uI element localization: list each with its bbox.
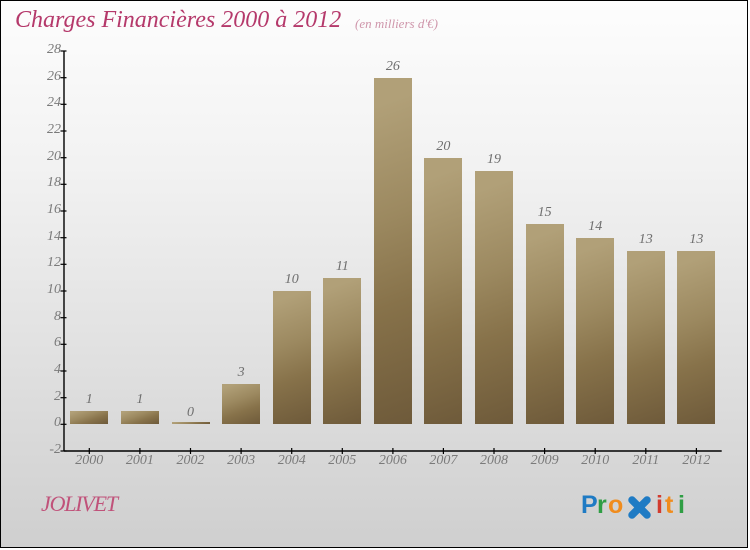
- svg-text:o: o: [608, 491, 623, 519]
- svg-text:i: i: [656, 491, 663, 519]
- svg-text:P: P: [581, 491, 598, 519]
- svg-text:i: i: [678, 491, 685, 519]
- svg-text:t: t: [665, 491, 674, 519]
- svg-text:r: r: [597, 491, 607, 519]
